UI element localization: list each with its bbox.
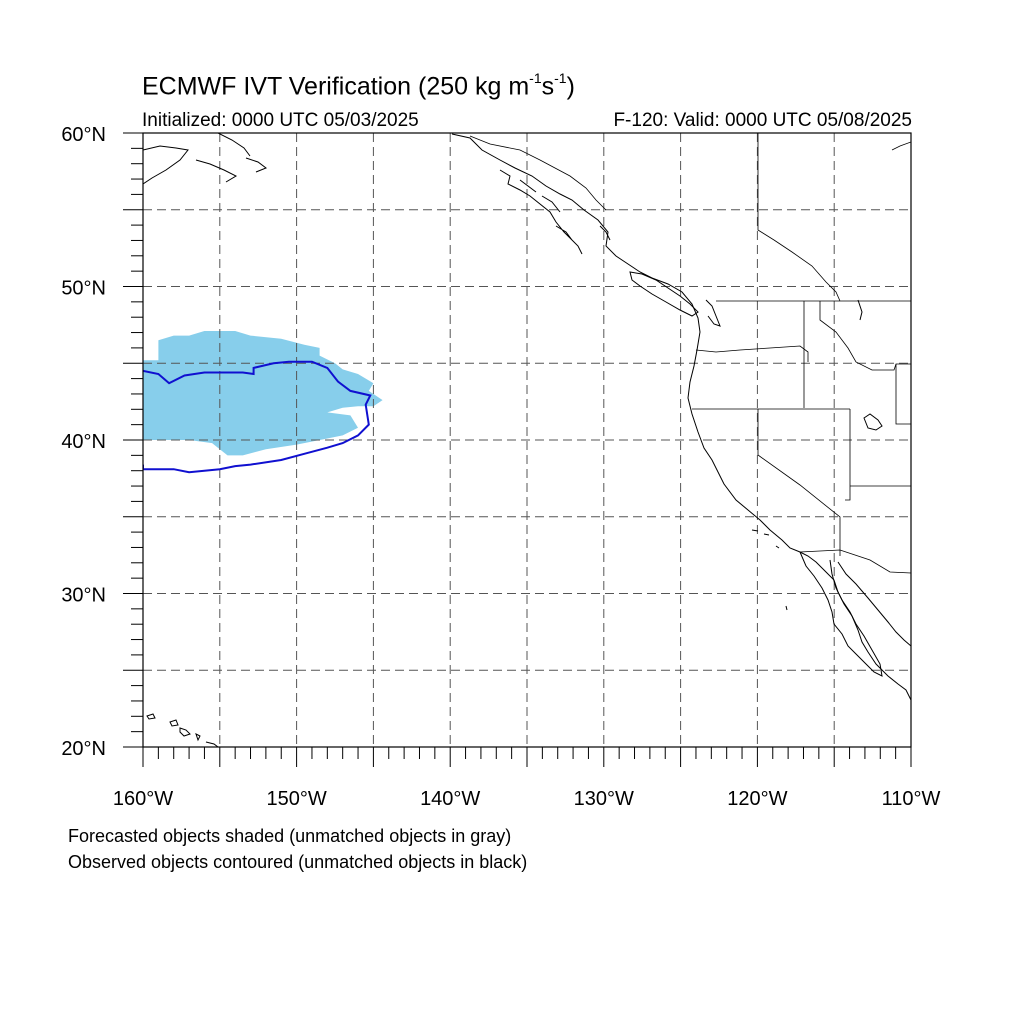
alaska-panhandle-islands [499, 169, 611, 255]
latitude-tick-label: 20°N [61, 738, 106, 760]
title-suffix: ) [566, 72, 575, 101]
title-prefix: ECMWF IVT Verification (250 kg m [142, 72, 530, 101]
canada-east-coast-fragment [891, 141, 911, 151]
hawaii-islands [146, 713, 219, 747]
initialized-label: Initialized: 0000 UTC 05/03/2025 [142, 110, 419, 131]
forecast-legend-note: Forecasted objects shaded (unmatched obj… [68, 826, 512, 846]
alaska-southwest-coast [143, 133, 268, 185]
latitude-tick-label: 50°N [61, 278, 106, 300]
longitude-tick-label: 110°W [882, 788, 941, 810]
political-borders [469, 133, 911, 574]
map-title: ECMWF IVT Verification (250 kg m-1s-1) [142, 70, 575, 101]
axis-tick-labels: 60°N 50°N 40°N 30°N 20°N 160°W 150°W 140°W 130°W… [61, 124, 940, 810]
nevada-utah-border [845, 409, 851, 501]
observed-legend-note: Observed objects contoured (unmatched ob… [68, 852, 528, 872]
canada-internal-border [757, 133, 841, 302]
valid-time-label: F-120: Valid: 0000 UTC 05/08/2025 [613, 110, 912, 131]
wyoming-border [895, 364, 911, 425]
title-superscript-1: -1 [529, 70, 542, 86]
washington-oregon-border [695, 345, 809, 362]
observed-object-contour [143, 360, 372, 474]
longitude-tick-label: 160°W [113, 788, 173, 810]
california-nevada-border [757, 409, 841, 556]
us-mexico-border [799, 549, 911, 574]
baja-california [799, 551, 883, 677]
lat-lon-grid [143, 133, 911, 747]
idaho-montana-border [819, 301, 911, 371]
latitude-tick-label: 30°N [61, 585, 106, 607]
alaska-canada-border [469, 135, 607, 211]
title-mid: s [541, 72, 555, 101]
longitude-tick-label: 150°W [266, 788, 326, 810]
latitude-tick-label: 60°N [61, 124, 106, 146]
axis-ticks [123, 132, 912, 767]
latitude-tick-label: 40°N [61, 431, 106, 453]
gulf-of-california-coast [837, 561, 911, 647]
longitude-tick-label: 120°W [727, 788, 787, 810]
inland-lakes [857, 299, 883, 431]
longitude-tick-label: 130°W [574, 788, 634, 810]
forecast-object-shading [143, 331, 383, 456]
longitude-tick-label: 140°W [420, 788, 480, 810]
puget-sound [705, 299, 721, 327]
coastline-layer [143, 133, 911, 747]
west-coast-coastline [451, 133, 911, 701]
vancouver-island [629, 271, 699, 317]
channel-islands [751, 529, 788, 611]
title-superscript-2: -1 [554, 70, 567, 86]
